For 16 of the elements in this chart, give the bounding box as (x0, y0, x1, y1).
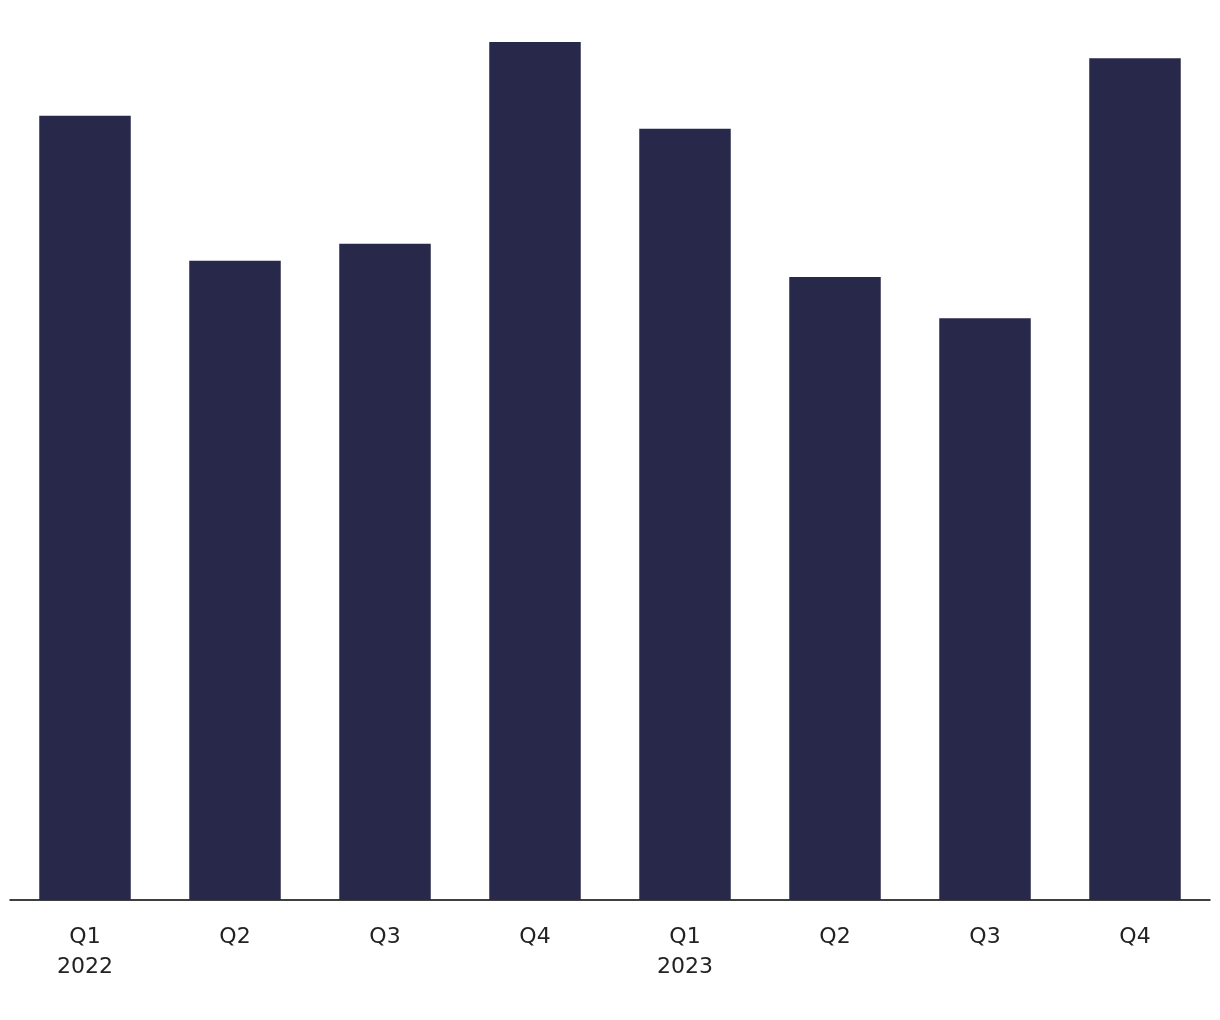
x-tick-label: Q2 (219, 922, 251, 948)
bar (489, 42, 581, 900)
bar (639, 128, 731, 900)
x-tick-label: Q2 (819, 922, 851, 948)
bar (189, 260, 281, 900)
bar (789, 277, 881, 900)
x-tick-label: Q1 2022 (57, 922, 113, 978)
x-tick-label: Q4 (519, 922, 551, 948)
x-tick-label: Q3 (969, 922, 1001, 948)
x-tick-label: Q1 2023 (657, 922, 713, 978)
bar (939, 318, 1031, 900)
x-tick-label: Q4 (1119, 922, 1151, 948)
bar (39, 115, 131, 900)
bar (339, 243, 431, 900)
bar (1089, 58, 1181, 900)
x-tick-label: Q3 (369, 922, 401, 948)
